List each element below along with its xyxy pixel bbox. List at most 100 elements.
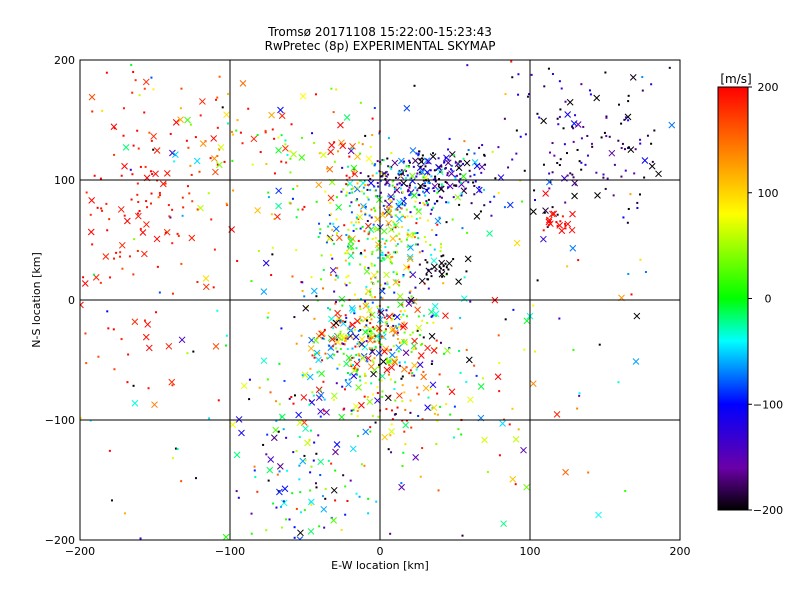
data-point-dot [385,182,388,185]
data-point-dot [383,331,386,334]
data-point-dot [350,201,353,204]
data-point-dot [128,255,131,258]
x-tick-labels: −200 −100 0 100 200 [65,545,691,558]
data-point-dot [406,233,409,236]
data-point-x [366,398,374,406]
data-point-dot [329,308,332,311]
data-point-dot [417,414,420,417]
data-point-dot [386,281,389,284]
data-point-dot [290,123,293,126]
data-point-dot [420,343,423,346]
data-point-x [326,165,334,173]
data-point-dot [435,234,438,237]
data-point-dot [386,324,389,327]
data-point-dot [174,447,177,450]
data-point-dot [422,370,425,373]
data-point-x [391,358,399,366]
data-point-dot [270,274,273,277]
data-point-x [564,111,572,118]
data-point-x [431,263,438,271]
data-point-dot [543,211,546,214]
data-point-dot [367,175,370,178]
data-point-dot [133,238,136,241]
data-point-dot [555,221,558,224]
data-point-dot [410,215,413,218]
data-point-x [558,227,566,235]
data-point-dot [493,195,496,198]
data-point-dot [473,364,476,367]
data-point-x [168,378,176,386]
data-point-dot [456,174,459,177]
data-point-dot [136,182,139,185]
data-point-dot [340,528,343,531]
data-point-dot [334,342,337,345]
data-point-x [448,388,456,396]
data-point-dot [189,123,192,126]
data-point-dot [409,333,412,336]
data-point-dot [442,282,445,285]
data-point-dot [392,334,395,337]
data-point-dot [325,241,328,244]
data-point-dot [436,420,439,423]
data-point-x [467,396,474,404]
data-point-dot [309,489,312,492]
data-point-x [330,392,338,400]
data-point-x [318,330,325,338]
data-point-x [199,140,207,147]
data-point-dot [549,181,552,184]
data-point-dot [371,336,374,339]
data-point-dot [650,142,653,145]
data-point-dot [430,208,433,211]
data-point-dot [371,253,374,256]
data-point-dot [463,276,466,279]
data-point-dot [400,325,403,328]
data-point-dot [470,202,473,205]
data-point-x [633,312,641,320]
data-point-dot [403,309,406,312]
data-point-dot [356,198,359,201]
data-point-x [556,222,564,229]
data-point-dot [392,314,395,317]
data-point-dot [374,296,377,299]
data-point-dot [433,169,436,172]
data-point-dot [336,350,339,353]
data-point-dot [366,396,369,399]
data-point-dot [605,115,608,118]
data-point-x [299,92,307,100]
data-point-dot [422,190,425,193]
data-point-x [369,348,376,356]
data-point-dot [369,329,372,332]
data-point-x [151,401,158,409]
y-tick-label: −200 [45,534,75,547]
data-point-dot [443,161,446,164]
data-point-dot [400,482,403,485]
y-tick-label: 100 [54,174,75,187]
data-point-dot [436,223,439,226]
data-point-dot [131,91,134,94]
data-point-dot [101,209,104,212]
data-point-dot [384,321,387,324]
data-point-dot [412,232,415,235]
data-point-dot [421,250,424,253]
data-point-dot [402,275,405,278]
data-point-x [574,121,582,128]
data-point-dot [401,375,404,378]
data-point-dot [355,247,358,250]
data-point-dot [372,393,375,396]
data-point-dot [157,196,160,199]
data-point-dot [332,222,335,225]
data-point-dot [398,361,401,364]
data-point-dot [280,505,283,508]
data-point-dot [186,185,189,188]
data-point-dot [265,163,268,166]
data-point-dot [439,170,442,173]
data-point-x [338,295,346,303]
data-point-dot [358,358,361,361]
data-point-x [383,271,390,279]
data-point-dot [344,337,347,340]
data-point-dot [449,413,452,416]
data-point-dot [130,198,133,201]
data-point-dot [365,285,368,288]
data-point-dot [394,325,397,328]
data-point-dot [273,137,276,140]
